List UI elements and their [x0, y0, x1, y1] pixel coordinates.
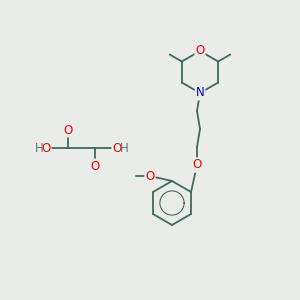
Text: O: O [192, 158, 202, 172]
Text: O: O [112, 142, 122, 154]
Text: O: O [63, 124, 73, 136]
Text: H: H [34, 142, 43, 154]
Text: O: O [41, 142, 51, 154]
Text: N: N [196, 86, 204, 100]
Text: O: O [192, 158, 202, 172]
Text: O: O [195, 44, 205, 58]
Text: H: H [120, 142, 128, 154]
Text: O: O [90, 160, 100, 172]
Text: O: O [146, 169, 154, 182]
